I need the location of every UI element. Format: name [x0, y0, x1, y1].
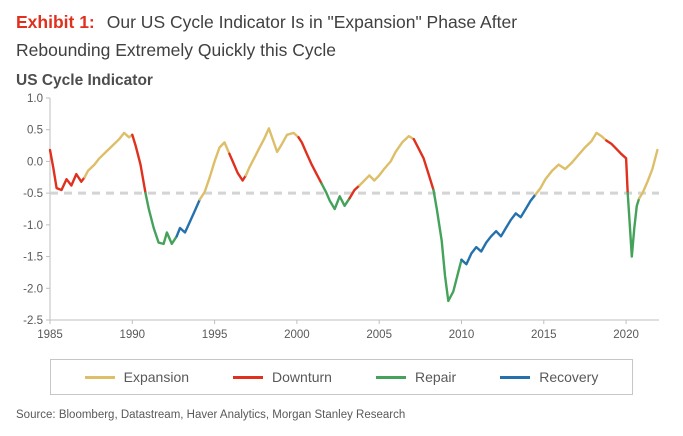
svg-text:2005: 2005	[366, 329, 392, 341]
svg-text:1.0: 1.0	[27, 93, 43, 105]
svg-text:1990: 1990	[120, 329, 146, 341]
svg-text:1985: 1985	[37, 329, 63, 341]
svg-text:2010: 2010	[449, 329, 475, 341]
legend-item-recovery: Recovery	[500, 369, 598, 385]
exhibit-container: Exhibit 1: Our US Cycle Indicator Is in "…	[16, 8, 667, 421]
svg-text:-2.0: -2.0	[23, 283, 43, 295]
svg-text:2015: 2015	[531, 329, 557, 341]
svg-text:-0.5: -0.5	[23, 188, 43, 200]
svg-text:-2.5: -2.5	[23, 315, 43, 327]
svg-text:1995: 1995	[202, 329, 228, 341]
legend-label-expansion: Expansion	[123, 369, 190, 385]
legend-label-recovery: Recovery	[539, 369, 599, 385]
chart-heading: US Cycle Indicator	[16, 72, 153, 89]
legend-item-repair: Repair	[375, 369, 457, 385]
cycle-indicator-chart: 1985 1990 1995 2000 2005 2010 2015 2020 1.0 0.5 0.…	[23, 93, 659, 341]
chart-area: 1985 1990 1995 2000 2005 2010 2015 2020 1.0 0.5 0.…	[16, 92, 667, 351]
chart-legend: Expansion Downturn Repair Recovery	[49, 359, 634, 395]
svg-text:-1.0: -1.0	[23, 220, 43, 232]
exhibit-title: Exhibit 1: Our US Cycle Indicator Is in "…	[16, 8, 667, 64]
svg-text:2000: 2000	[284, 329, 310, 341]
expansion-line-swatch	[84, 375, 115, 379]
exhibit-title-line2: Rebounding Extremely Quickly this Cycle	[16, 40, 336, 60]
source-note: Source: Bloomberg, Datastream, Haver Ana…	[16, 409, 406, 421]
svg-text:0.0: 0.0	[27, 156, 43, 168]
legend-label-repair: Repair	[414, 369, 457, 385]
downturn-line-swatch	[233, 375, 264, 379]
svg-text:-1.5: -1.5	[23, 252, 43, 264]
repair-line-swatch	[375, 375, 406, 379]
legend-item-expansion: Expansion	[84, 369, 190, 385]
exhibit-title-line1: Our US Cycle Indicator Is in "Expansion"…	[106, 12, 518, 32]
svg-text:2020: 2020	[613, 329, 639, 341]
recovery-line-swatch	[500, 375, 531, 379]
svg-text:0.5: 0.5	[27, 125, 43, 137]
legend-item-downturn: Downturn	[233, 369, 332, 385]
legend-label-downturn: Downturn	[272, 369, 332, 385]
exhibit-label: Exhibit 1:	[16, 12, 95, 32]
